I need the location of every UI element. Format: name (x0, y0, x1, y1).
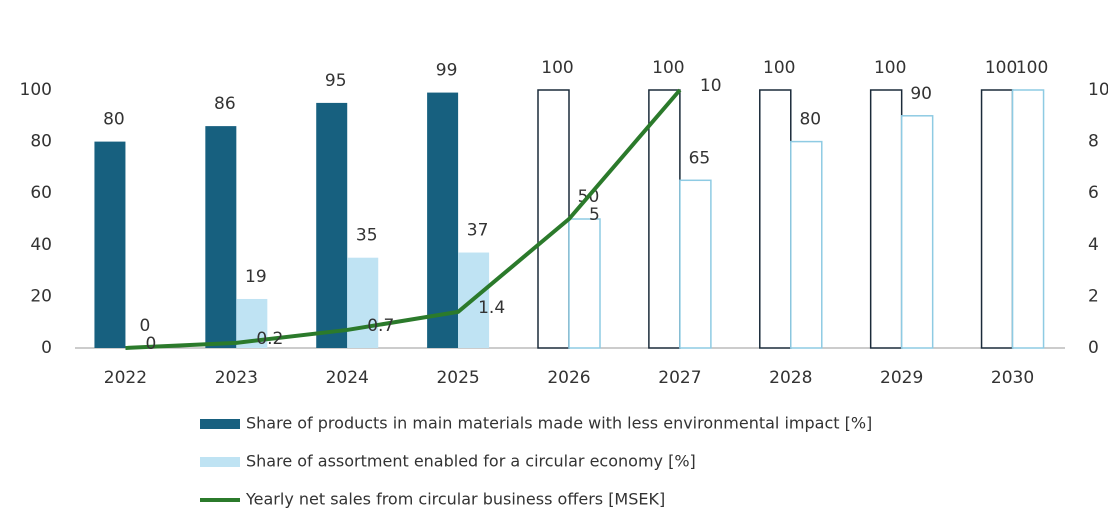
y2-tick-label: 4 (1088, 235, 1099, 255)
x-tick-label: 2030 (991, 368, 1034, 388)
data-label: 19 (245, 267, 267, 287)
bar (679, 179, 712, 349)
bar (347, 257, 379, 348)
data-label: 99 (436, 61, 458, 81)
x-tick-label: 2028 (769, 368, 812, 388)
data-label: 65 (689, 148, 711, 168)
bar (980, 89, 1014, 349)
bar (1011, 89, 1045, 349)
legend-swatch (200, 457, 240, 467)
data-label: 90 (910, 84, 932, 104)
bar (900, 115, 934, 349)
y2-tick-label: 6 (1088, 183, 1099, 203)
line (125, 88, 682, 350)
bar (316, 102, 348, 349)
x-tick-label: 2026 (547, 368, 590, 388)
data-label: 100 (985, 58, 1017, 78)
y-tick-label: 0 (41, 338, 52, 358)
y-tick-label: 100 (20, 80, 52, 100)
y-tick-label: 60 (30, 183, 52, 203)
bar (537, 89, 570, 349)
data-label: 10 (700, 76, 722, 96)
y2-tick-label: 8 (1088, 132, 1099, 152)
data-label: 0.7 (367, 316, 394, 336)
x-tick-label: 2027 (658, 368, 701, 388)
bar (205, 126, 237, 349)
data-label: 0 (145, 334, 156, 354)
y-tick-label: 20 (30, 286, 52, 306)
x-tick-label: 2023 (215, 368, 258, 388)
legend-label: Share of assortment enabled for a circul… (246, 452, 696, 471)
data-label: 80 (103, 110, 125, 130)
x-tick-label: 2024 (326, 368, 369, 388)
bar (568, 218, 601, 349)
data-label: 100 (874, 58, 906, 78)
bar (759, 89, 792, 349)
legend-label: Yearly net sales from circular business … (245, 490, 665, 509)
data-label: 100 (541, 58, 573, 78)
data-label: 80 (799, 110, 821, 130)
data-label: 100 (763, 58, 795, 78)
data-label: 35 (356, 226, 378, 246)
y2-tick-label: 2 (1088, 286, 1099, 306)
data-label: 100 (1016, 58, 1048, 78)
data-label: 1.4 (478, 298, 505, 318)
data-label: 5 (589, 205, 600, 225)
data-label: 0 (140, 316, 151, 336)
legend: Share of products in main materials made… (200, 414, 872, 509)
bar (790, 140, 823, 349)
y-tick-label: 40 (30, 235, 52, 255)
bar (427, 92, 459, 348)
data-label: 95 (325, 71, 347, 91)
x-tick-label: 2022 (104, 368, 147, 388)
data-label: 100 (652, 58, 684, 78)
y2-tick-label: 0 (1088, 338, 1099, 358)
bar (648, 89, 681, 349)
x-tick-label: 2025 (436, 368, 479, 388)
bar (94, 141, 126, 348)
legend-swatch (200, 419, 240, 429)
legend-label: Share of products in main materials made… (246, 414, 872, 433)
x-tick-label: 2029 (880, 368, 923, 388)
y2-tick-label: 10 (1088, 80, 1108, 100)
bar (869, 89, 903, 349)
data-label: 0.2 (256, 329, 283, 349)
data-label: 86 (214, 94, 236, 114)
data-label: 37 (467, 221, 489, 241)
y-tick-label: 80 (30, 132, 52, 152)
